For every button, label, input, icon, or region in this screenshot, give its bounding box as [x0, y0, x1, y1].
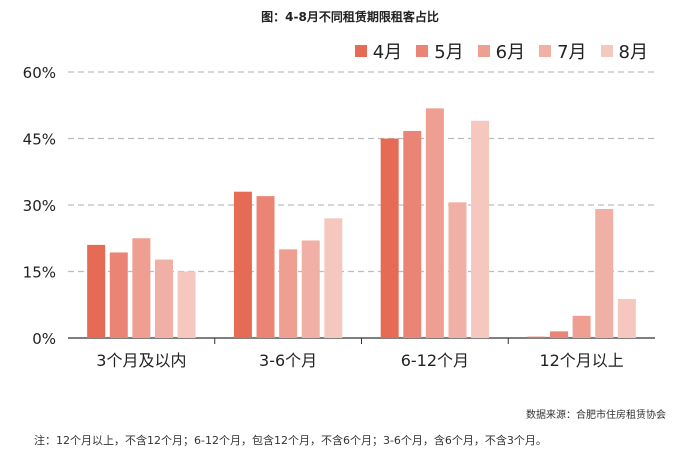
- x-tick-label: 3-6个月: [259, 351, 317, 370]
- y-tick-label: 15%: [23, 264, 56, 282]
- bar: [572, 315, 591, 338]
- bar: [527, 336, 546, 338]
- source-text: 数据来源：合肥市住房租赁协会: [526, 410, 666, 421]
- bar: [177, 271, 196, 338]
- bar: [380, 138, 399, 338]
- bar: [109, 252, 128, 338]
- bar: [132, 238, 151, 338]
- bar: [550, 331, 569, 338]
- legend-item: 8月: [600, 38, 648, 64]
- legend-label: 4月: [372, 42, 403, 63]
- x-tick-label: 6-12个月: [401, 351, 469, 370]
- legend-label: 5月: [434, 42, 464, 63]
- legend-swatch: [600, 45, 613, 57]
- legend-label: 6月: [495, 42, 526, 63]
- bar: [233, 191, 252, 338]
- legend-swatch: [539, 45, 552, 57]
- chart-title: 图：4-8月不同租赁期限租客占比: [261, 10, 439, 24]
- bar: [403, 130, 422, 338]
- legend-label: 8月: [618, 42, 648, 63]
- bar: [154, 259, 173, 338]
- bar: [471, 120, 490, 339]
- legend-swatch: [416, 45, 429, 57]
- footnote-text: 注：12个月以上，不含12个月；6-12个月，包含12个月，不含6个月；3-6个…: [34, 434, 547, 447]
- bar: [448, 202, 467, 338]
- legend-item: 7月: [539, 38, 587, 64]
- y-tick-label: 30%: [23, 197, 56, 215]
- x-tick-label: 12个月以上: [539, 351, 623, 370]
- bar: [617, 298, 636, 338]
- legend-item: 5月: [416, 38, 464, 64]
- legend-item: 6月: [477, 38, 526, 64]
- chart-legend: 4月 5月 6月 7月 8月: [354, 38, 648, 64]
- legend-swatch: [477, 45, 490, 57]
- y-tick-label: 45%: [23, 131, 56, 149]
- x-tick-label: 3个月及以内: [96, 351, 186, 370]
- y-tick-label: 60%: [23, 64, 56, 82]
- bar: [256, 196, 275, 338]
- legend-swatch: [354, 45, 367, 57]
- legend-label: 7月: [557, 42, 587, 63]
- bar: [425, 108, 444, 338]
- bar: [595, 208, 614, 338]
- bar: [301, 240, 320, 338]
- bar: [324, 218, 343, 338]
- bar: [87, 244, 106, 338]
- y-tick-label: 0%: [32, 330, 56, 348]
- legend-item: 4月: [354, 38, 403, 64]
- bar: [279, 249, 298, 338]
